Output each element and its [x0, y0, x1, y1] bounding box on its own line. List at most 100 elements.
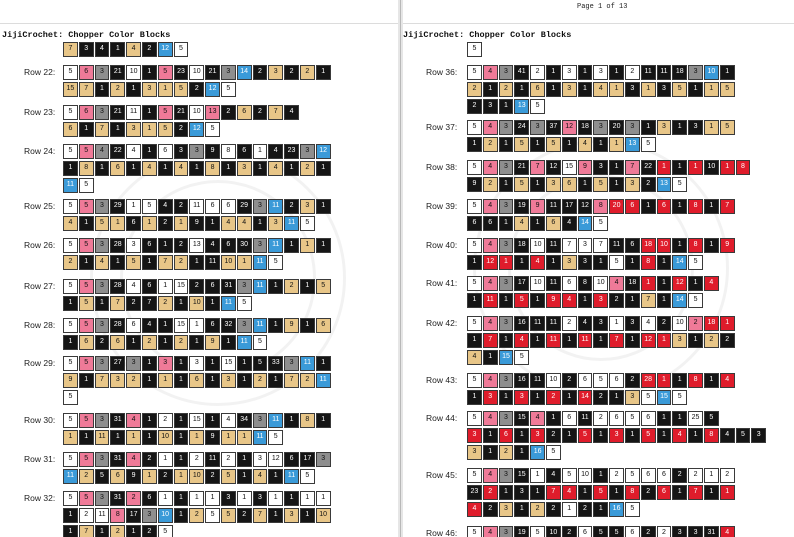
color-block-cell: 3: [141, 508, 157, 523]
color-block-cell: 21: [110, 65, 126, 80]
color-block-cell: 6: [141, 491, 157, 506]
color-block-cell: 6: [561, 276, 577, 291]
color-block-cell: 6: [609, 373, 624, 388]
color-block-cell: 6: [315, 318, 331, 333]
color-block-cell: 8: [299, 413, 315, 428]
color-block-cell: 3: [498, 65, 514, 80]
color-block-cell: 1: [593, 468, 609, 483]
color-block-cell: 1: [719, 316, 735, 331]
color-block-cell: 3: [94, 199, 110, 214]
color-block-cell: 5: [252, 356, 268, 371]
color-block-cell: 1: [205, 491, 220, 506]
color-block-cell: 4: [593, 82, 609, 97]
color-block-cell: 1: [593, 137, 609, 152]
color-block-cell: 2: [141, 452, 157, 467]
color-block-cell: 3: [157, 356, 173, 371]
color-block-cell: 3: [220, 65, 236, 80]
color-block-cell: 6: [205, 279, 220, 294]
color-block-cell: 3: [252, 452, 268, 467]
color-block-cell: 5: [236, 296, 252, 311]
color-block-strip: 4 2 3 1 2 2 1 2 1 16 5: [467, 502, 641, 517]
color-block-cell: 11: [63, 469, 78, 484]
color-block-strip: 5 4 3 19 5 10 2 6 5 5 6 2 2 3 3 31 4: [467, 526, 736, 537]
color-block-cell: 1: [609, 137, 624, 152]
color-block-cell: 10: [703, 160, 719, 175]
color-block-cell: 1: [78, 216, 94, 231]
color-block-cell: 3: [609, 428, 624, 443]
color-block-cell: 15: [514, 468, 530, 483]
color-block-cell: 1: [94, 296, 110, 311]
color-block-cell: 23: [467, 485, 482, 500]
color-block-cell: 5: [220, 82, 236, 97]
color-block-cell: 3: [624, 120, 640, 135]
color-block-cell: 3: [498, 120, 514, 135]
color-block-cell: 1: [110, 42, 126, 57]
color-block-cell: 7: [78, 525, 94, 537]
color-block-cell: 1: [514, 502, 530, 517]
color-block-cell: 3: [561, 255, 577, 270]
color-block-cell: 1: [94, 161, 110, 176]
color-block-cell: 3: [545, 177, 561, 192]
color-block-cell: 1: [173, 452, 189, 467]
color-block-cell: 1: [624, 255, 640, 270]
color-block-cell: 5: [514, 350, 530, 365]
color-block-cell: 8: [624, 485, 640, 500]
color-block-cell: 3: [561, 82, 577, 97]
document-page-right[interactable]: Page 1 of 13 JijiCrochet: Chopper Color …: [403, 0, 794, 537]
color-block-cell: 3: [94, 413, 110, 428]
color-block-cell: 1: [63, 161, 78, 176]
color-block-cell: 1: [688, 82, 703, 97]
color-block-cell: 6: [656, 468, 672, 483]
color-block-cell: 5: [141, 199, 157, 214]
color-block-cell: 2: [640, 485, 656, 500]
color-block-cell: 18: [640, 238, 656, 253]
color-block-cell: 2: [157, 413, 173, 428]
color-block-cell: 3: [672, 526, 688, 537]
color-block-cell: 1: [561, 390, 577, 405]
color-block-cell: 1: [530, 293, 545, 308]
color-block-cell: 1: [656, 276, 672, 291]
color-block-cell: 5: [672, 390, 688, 405]
color-block-cell: 1: [141, 373, 157, 388]
color-block-cell: 4: [482, 373, 498, 388]
color-block-cell: 5: [63, 105, 78, 120]
row-label: Row 30:: [24, 415, 56, 425]
color-block-cell: 11: [252, 279, 268, 294]
color-block-cell: 10: [315, 508, 331, 523]
color-block-cell: 13: [205, 105, 220, 120]
color-block-cell: 7: [252, 508, 268, 523]
color-block-cell: 11: [268, 199, 284, 214]
color-block-cell: 17: [514, 276, 530, 291]
color-block-cell: 1: [299, 279, 315, 294]
color-block-cell: 3: [78, 42, 94, 57]
color-block-cell: 1: [141, 122, 157, 137]
color-block-cell: 14: [577, 390, 593, 405]
color-block-cell: 4: [94, 42, 110, 57]
color-block-cell: 1: [126, 430, 141, 445]
color-block-cell: 4: [514, 216, 530, 231]
color-block-cell: 1: [530, 177, 545, 192]
color-block-cell: 4: [126, 452, 141, 467]
color-block-cell: 1: [157, 161, 173, 176]
color-block-cell: 7: [157, 255, 173, 270]
color-block-cell: 11: [220, 296, 236, 311]
color-block-cell: 3: [514, 485, 530, 500]
color-block-cell: 4: [482, 316, 498, 331]
color-block-cell: 5: [467, 316, 482, 331]
color-block-cell: 3: [624, 316, 640, 331]
color-block-cell: 5: [205, 122, 220, 137]
color-block-cell: 2: [189, 452, 205, 467]
color-block-cell: 3: [126, 356, 141, 371]
color-block-strip: 5 4 3 15 1 4 5 10 1 2 5 6 6 2 2 1 2: [467, 468, 736, 483]
color-block-strip: 1 1 11 1 1 1 10 1 1 9 1 1 11 5: [63, 430, 284, 445]
color-block-cell: 5: [719, 120, 735, 135]
color-block-cell: 5: [94, 216, 110, 231]
color-block-cell: 5: [268, 255, 284, 270]
color-block-cell: 2: [640, 526, 656, 537]
color-block-cell: 1: [609, 177, 624, 192]
color-block-cell: 2: [94, 335, 110, 350]
color-block-cell: 1: [703, 82, 719, 97]
color-block-cell: 1: [157, 318, 173, 333]
color-block-cell: 3: [624, 82, 640, 97]
color-block-cell: 3: [593, 160, 609, 175]
